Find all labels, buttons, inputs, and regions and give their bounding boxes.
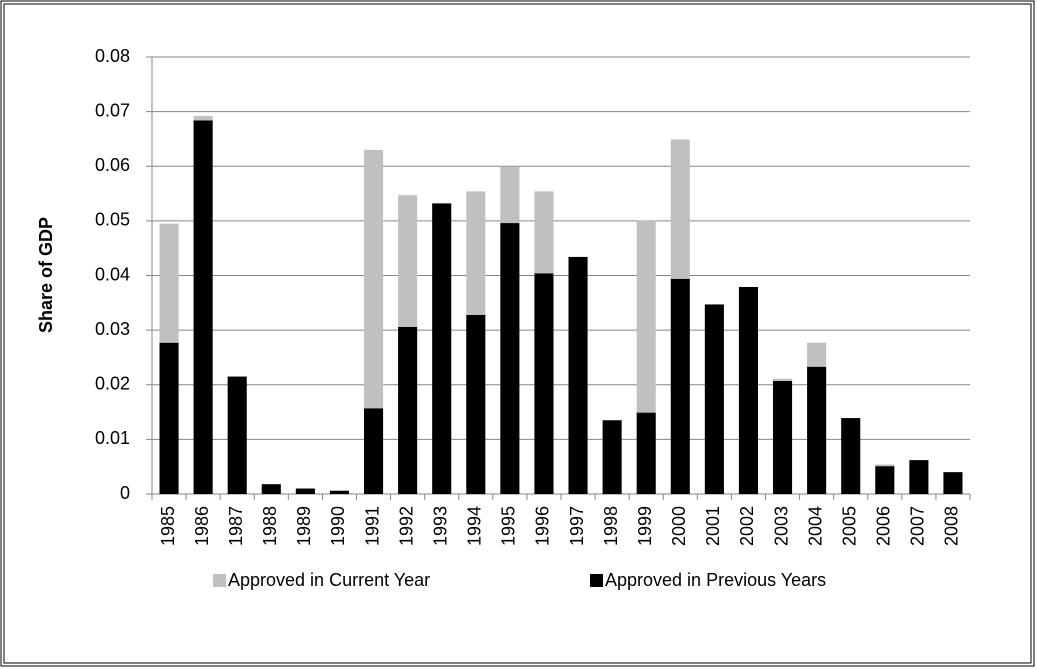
bar-segment	[841, 418, 861, 494]
x-tick-label: 1995	[499, 506, 519, 546]
y-tick-label: 0.04	[95, 264, 130, 284]
x-tick-label: 1999	[635, 506, 655, 546]
bar-segment	[363, 149, 384, 409]
x-tick-label: 1985	[158, 506, 178, 546]
y-tick-label: 0.08	[95, 46, 130, 66]
bar-segment	[363, 408, 384, 494]
x-tick-label: 1992	[396, 506, 416, 546]
bar-segment	[636, 220, 656, 413]
bar-segment	[500, 166, 520, 224]
bar-segment	[159, 223, 179, 343]
x-tick-label: 1986	[192, 506, 212, 546]
legend-swatch	[590, 574, 603, 587]
bar-segment	[466, 314, 486, 494]
bar-segment	[704, 304, 724, 494]
x-tick-label: 1994	[465, 506, 485, 546]
bar-segment	[875, 464, 895, 467]
bar-segment	[500, 223, 520, 494]
bar-segment	[807, 342, 827, 367]
x-tick-label: 1989	[294, 506, 314, 546]
x-tick-label: 1990	[328, 506, 348, 546]
x-tick-label: 1993	[430, 506, 450, 546]
y-tick-label: 0.02	[95, 374, 130, 394]
bar-segment	[261, 484, 281, 494]
legend-label: Approved in Current Year	[228, 570, 430, 590]
y-tick-label: 0.05	[95, 210, 130, 230]
bar-segment	[295, 488, 315, 494]
x-tick-label: 2001	[703, 506, 723, 546]
x-tick-label: 1997	[567, 506, 587, 546]
x-tick-label: 2008	[942, 506, 962, 546]
bar-segment	[398, 326, 418, 494]
x-tick-label: 2000	[669, 506, 689, 546]
bar-segment	[193, 120, 213, 495]
bar-segment	[772, 378, 793, 381]
y-tick-label: 0.01	[95, 428, 130, 448]
y-axis-title: Share of GDP	[36, 217, 56, 333]
x-tick-label: 2004	[805, 506, 825, 546]
bar-segment	[602, 420, 622, 494]
bar-segment	[159, 342, 179, 494]
bar-segment	[807, 366, 827, 494]
bar-segment	[875, 466, 895, 494]
bar-segment	[943, 472, 963, 494]
frame-inner	[3, 3, 1032, 664]
x-tick-label: 2006	[874, 506, 894, 546]
x-tick-label: 1987	[226, 506, 246, 546]
bar-segment	[466, 191, 486, 315]
x-tick-label: 2007	[908, 506, 928, 546]
y-tick-label: 0.07	[95, 100, 130, 120]
y-tick-label: 0.03	[95, 319, 130, 339]
bar-segment	[636, 412, 656, 494]
x-tick-label: 1996	[533, 506, 553, 546]
x-tick-label: 1998	[601, 506, 621, 546]
bar-segment	[432, 203, 452, 494]
bar-segment	[670, 278, 690, 494]
legend-label: Approved in Previous Years	[605, 570, 826, 590]
x-tick-label: 2003	[771, 506, 791, 546]
y-tick-label: 0	[120, 483, 130, 503]
bar-segment	[398, 195, 418, 327]
bar-segment	[329, 490, 350, 494]
bar-segment	[568, 256, 588, 494]
x-tick-label: 2002	[737, 506, 757, 546]
x-tick-label: 1988	[260, 506, 280, 546]
x-tick-label: 1991	[362, 506, 382, 546]
x-tick-label: 2005	[839, 506, 859, 546]
bar-segment	[193, 115, 213, 121]
bar-segment	[227, 376, 247, 494]
bar-segment	[738, 286, 759, 494]
y-tick-label: 0.06	[95, 155, 130, 175]
bar-segment	[670, 139, 690, 279]
bar-segment	[534, 191, 554, 274]
bar-segment	[909, 460, 929, 494]
bar-segment	[534, 273, 554, 494]
legend-swatch	[213, 574, 226, 587]
bar-segment	[772, 380, 793, 494]
